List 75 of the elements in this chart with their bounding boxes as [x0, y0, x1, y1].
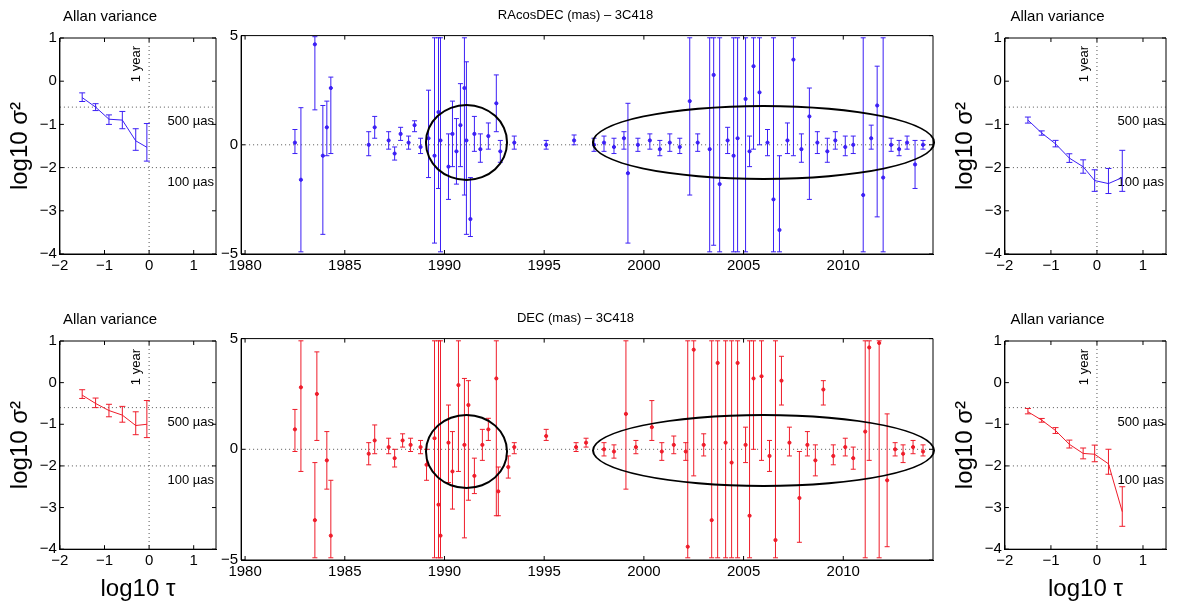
- x-tick-label: 1995: [527, 256, 561, 274]
- chart-title: DEC (mas) – 3C418: [516, 310, 635, 326]
- x-tick-label: −1: [95, 256, 114, 274]
- x-tick-label: 2005: [726, 256, 761, 274]
- x-axis-title: log10 τ: [1048, 574, 1124, 602]
- ref-line-label: 500 µas: [1117, 113, 1165, 129]
- y-tick-label: −4: [984, 244, 1002, 262]
- chart-title: RAcosDEC (mas) – 3C418: [497, 7, 654, 23]
- x-tick-label: 1990: [427, 562, 462, 580]
- y-tick-label: −2: [39, 456, 57, 474]
- y-tick-label: −3: [984, 497, 1002, 515]
- y-tick-label: −2: [984, 157, 1002, 175]
- y-tick-label: −3: [984, 200, 1002, 218]
- x-tick-label: 1985: [328, 256, 362, 274]
- y-tick-label: 0: [48, 372, 57, 390]
- ref-line-label: 100 µas: [167, 173, 215, 189]
- y-tick-label: 5: [229, 328, 239, 346]
- ref-line-label: 500 µas: [167, 113, 215, 129]
- y-tick-label: −1: [984, 114, 1002, 132]
- chart-title: Allan variance: [62, 7, 158, 25]
- ref-line-label: 1 year: [1076, 45, 1092, 83]
- x-tick-label: 2010: [826, 562, 860, 580]
- y-axis-title: log10 σ²: [950, 101, 978, 191]
- y-tick-label: 0: [229, 439, 239, 457]
- ref-line-label: 100 µas: [167, 472, 215, 487]
- x-tick-label: 1990: [427, 256, 462, 274]
- x-tick-label: −1: [1042, 551, 1060, 569]
- y-axis-title: log10 σ²: [950, 401, 978, 490]
- chart-title: Allan variance: [62, 310, 158, 328]
- x-tick-label: 1: [1138, 551, 1148, 569]
- y-tick-label: 1: [48, 331, 57, 349]
- y-tick-label: 1: [48, 28, 57, 46]
- y-axis-title: log10 σ²: [5, 101, 33, 191]
- x-tick-label: 1: [189, 256, 198, 274]
- y-tick-label: −1: [39, 414, 57, 432]
- x-tick-label: 2010: [826, 256, 860, 274]
- x-tick-label: 1: [1138, 256, 1148, 274]
- y-tick-label: −4: [39, 244, 57, 262]
- y-tick-label: −3: [39, 497, 57, 515]
- x-tick-label: 0: [1092, 256, 1102, 274]
- y-tick-label: 5: [229, 25, 239, 43]
- x-tick-label: 1985: [328, 562, 362, 580]
- x-tick-label: 0: [144, 551, 154, 569]
- x-tick-label: 0: [144, 256, 154, 274]
- x-tick-label: 2000: [627, 562, 661, 580]
- x-tick-label: −1: [95, 551, 114, 569]
- y-tick-label: −1: [984, 414, 1002, 432]
- y-tick-label: 1: [993, 331, 1002, 349]
- y-axis-title: log10 σ²: [5, 401, 33, 490]
- y-tick-label: −4: [984, 539, 1002, 557]
- y-tick-label: −4: [39, 539, 57, 557]
- x-tick-label: −1: [1042, 256, 1060, 274]
- ref-line-label: 500 µas: [167, 413, 215, 429]
- ref-line-label: 1 year: [128, 45, 144, 83]
- y-tick-label: 0: [229, 134, 239, 152]
- y-tick-label: 0: [993, 71, 1002, 89]
- ref-line-label: 100 µas: [1117, 472, 1165, 487]
- ref-line-label: 1 year: [128, 348, 144, 386]
- y-tick-label: 0: [993, 372, 1002, 390]
- ref-line-label: 500 µas: [1117, 413, 1165, 429]
- chart-title: Allan variance: [1010, 310, 1105, 328]
- y-tick-label: −3: [39, 200, 57, 218]
- x-tick-label: 1995: [527, 562, 561, 580]
- y-tick-label: 0: [48, 71, 57, 89]
- x-tick-label: 2005: [726, 562, 761, 580]
- y-tick-label: 1: [993, 28, 1002, 46]
- x-tick-label: 0: [1092, 551, 1102, 569]
- y-tick-label: −2: [984, 456, 1002, 474]
- ref-line-label: 1 year: [1076, 348, 1092, 386]
- x-tick-label: 1: [189, 551, 198, 569]
- x-axis-title: log10 τ: [100, 574, 176, 602]
- y-tick-label: −1: [39, 114, 57, 132]
- y-tick-label: −2: [39, 157, 57, 175]
- chart-title: Allan variance: [1010, 7, 1105, 25]
- x-tick-label: 2000: [627, 256, 661, 274]
